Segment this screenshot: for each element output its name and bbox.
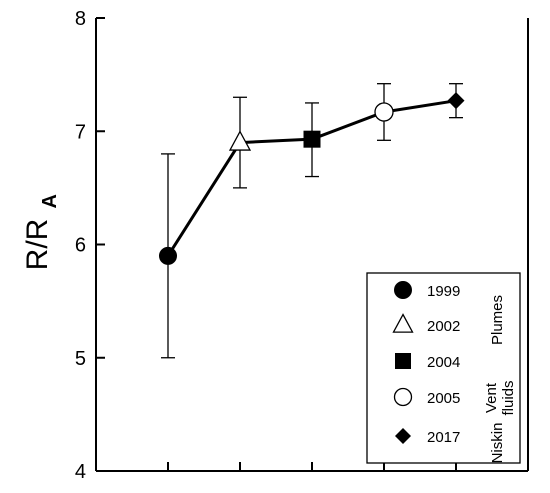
legend-label-2017: 2017 (427, 429, 460, 446)
marker-2004 (303, 130, 321, 148)
legend-label-2004: 2004 (427, 354, 460, 371)
marker-2005 (374, 102, 394, 122)
legend-group-niskin: Niskin (489, 423, 506, 464)
data-markers (159, 92, 465, 265)
marker-1999 (159, 246, 177, 265)
legend-label-2002: 2002 (427, 318, 460, 335)
marker-2002 (228, 130, 252, 151)
legend-label-2005: 2005 (427, 390, 460, 407)
legend-box (366, 272, 521, 464)
y-tick-label: 7 (75, 121, 86, 143)
axes: 4 5 6 7 8 (75, 8, 529, 483)
legend-marker-1999 (394, 281, 412, 299)
legend-group-vent: Vent (483, 382, 500, 413)
legend-marker-2005 (393, 387, 413, 407)
y-tick-label: 8 (75, 8, 86, 30)
legend-label-1999: 1999 (427, 283, 460, 300)
marker-2017 (447, 92, 465, 110)
y-axis-label-subscript: A (39, 194, 61, 208)
y-tick-label: 5 (75, 348, 86, 370)
legend-group-fluids: fluids (500, 380, 517, 415)
y-tick-label: 4 (75, 461, 86, 483)
legend: 1999 2002 2004 2005 2017 Plumes Vent fluids Nisk… (366, 272, 521, 464)
y-tick-label: 6 (75, 235, 86, 257)
legend-marker-2002 (392, 313, 414, 333)
legend-marker-2004 (395, 353, 411, 369)
legend-group-plumes: Plumes (489, 295, 506, 345)
legend-marker-2017 (395, 428, 411, 444)
y-axis-label: R/R (21, 219, 54, 271)
